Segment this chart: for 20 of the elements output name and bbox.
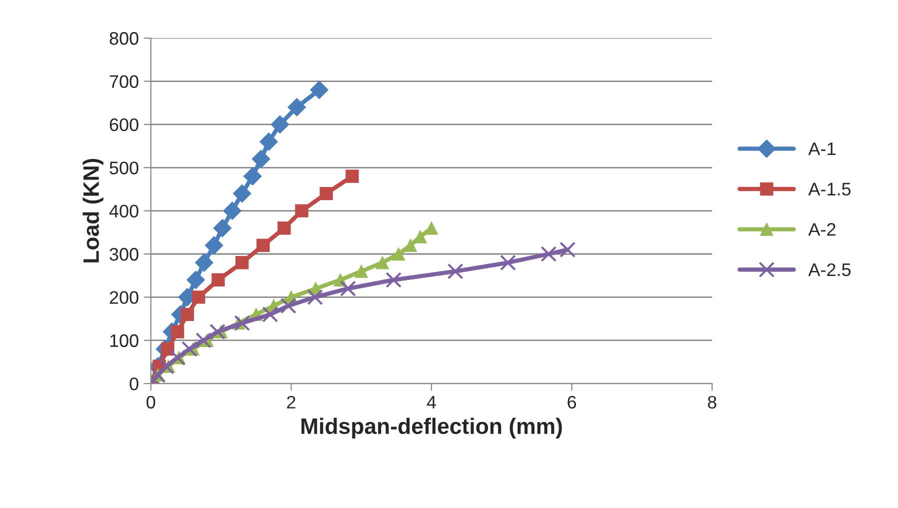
y-tick-label: 700 xyxy=(110,75,138,88)
x-tick-label: 2 xyxy=(287,396,296,408)
y-tick-label: 800 xyxy=(110,32,138,45)
x-tick-label: 8 xyxy=(708,396,716,409)
x-tick-label: 6 xyxy=(568,396,576,409)
legend-label: A-1.5 xyxy=(808,182,851,196)
legend-label: A-1 xyxy=(808,142,836,156)
x-axis-title: Midspan-deflection (mm) xyxy=(302,418,562,438)
y-tick-label: 600 xyxy=(110,118,138,132)
y-axis-title: Load (KN) xyxy=(82,158,104,262)
y-tick-label: 500 xyxy=(110,162,138,174)
legend-label: A-2.5 xyxy=(808,263,851,276)
y-tick-label: 300 xyxy=(110,248,138,261)
y-tick-label: 0 xyxy=(130,377,138,390)
x-tick-label: 4 xyxy=(426,396,436,408)
legend-label: A-2 xyxy=(808,223,836,236)
y-tick-label: 200 xyxy=(110,291,138,304)
y-tick-label: 400 xyxy=(109,204,138,218)
y-tick-label: 100 xyxy=(110,334,138,348)
x-tick-label: 0 xyxy=(146,396,156,409)
